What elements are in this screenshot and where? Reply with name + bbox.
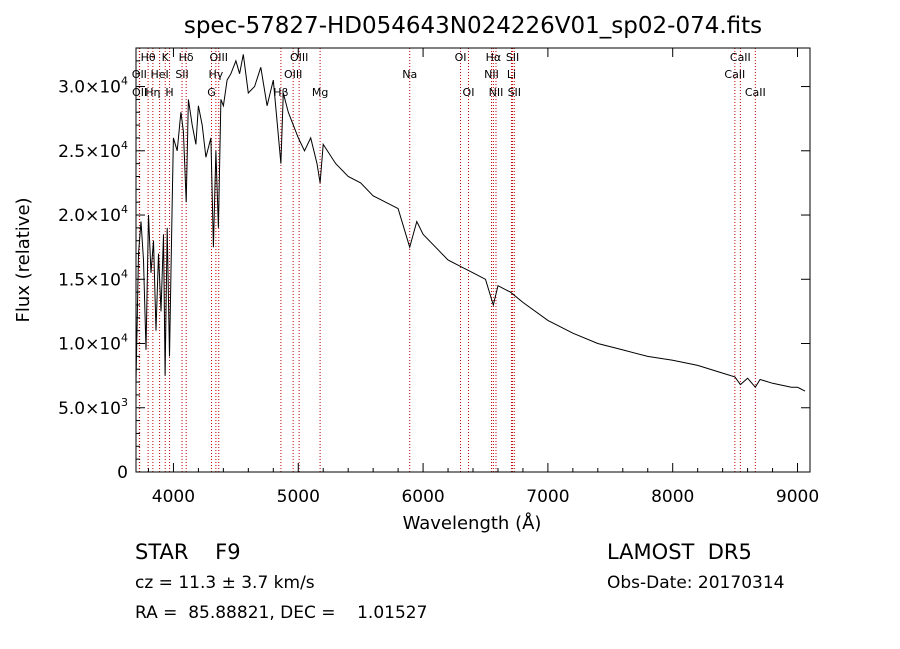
x-tick-label-5: 9000 <box>776 487 819 507</box>
object-class: STAR F9 <box>135 540 241 564</box>
line-label-13: OIII <box>284 68 302 81</box>
x-tick-label-2: 6000 <box>401 487 444 507</box>
plot-frame <box>135 47 811 473</box>
x-tick-label-4: 8000 <box>651 487 694 507</box>
y-tick-label-0: 0 <box>117 463 128 483</box>
observation-date: Obs-Date: 20170314 <box>607 573 785 593</box>
x-axis: 4000 5000 6000 7000 8000 9000 <box>147 48 819 507</box>
coordinates-info: RA = 85.88821, DEC = 1.01527 <box>135 603 428 623</box>
line-label-10: Hγ <box>208 68 223 81</box>
y-tick-label-6: 3.0×104 <box>58 75 128 98</box>
spectrum-line <box>135 54 806 392</box>
line-label-11: G <box>207 86 216 99</box>
x-tick-label-1: 5000 <box>277 487 320 507</box>
line-label-24: SII <box>508 86 521 99</box>
line-label-7: SII <box>175 68 188 81</box>
y-axis: 0 5.0×103 1.0×104 1.5×104 2.0×104 2.5×104 3.0×… <box>58 60 810 483</box>
line-label-6: H <box>165 86 173 99</box>
line-label-0: Hθ <box>141 51 156 64</box>
line-label-22: SII <box>506 51 519 64</box>
line-label-19: Hα <box>486 51 502 64</box>
x-axis-label: Wavelength (Å) <box>403 512 542 534</box>
y-tick-label-1: 5.0×103 <box>58 396 128 419</box>
y-tick-label-4: 2.0×104 <box>58 203 128 226</box>
line-label-17: OI <box>455 51 467 64</box>
line-label-23: Li <box>507 68 516 81</box>
line-label-15: Mg <box>312 86 328 99</box>
line-label-25: CaII <box>730 51 751 64</box>
line-label-5: K <box>162 51 170 64</box>
y-tick-label-3: 1.5×104 <box>58 267 128 290</box>
line-label-20: NII <box>484 68 499 81</box>
line-label-16: Na <box>402 68 417 81</box>
line-label-1: OII <box>132 68 147 81</box>
chart-title: spec-57827-HD054643N024226V01_sp02-074.f… <box>184 13 762 39</box>
y-axis-label: Flux (relative) <box>13 197 34 322</box>
line-label-4: HeI <box>150 68 168 81</box>
y-tick-label-5: 2.5×104 <box>58 139 128 162</box>
line-label-26: CaII <box>724 68 745 81</box>
line-label-12: OIII <box>290 51 308 64</box>
line-label-8: Hδ <box>179 51 194 64</box>
line-label-18: OI <box>463 86 475 99</box>
line-label-9: OIII <box>210 51 228 64</box>
x-tick-label-0: 4000 <box>152 487 195 507</box>
line-label-21: NII <box>489 86 504 99</box>
line-label-27: CaII <box>745 86 766 99</box>
y-tick-label-2: 1.0×104 <box>58 332 128 355</box>
line-label-3: Hη <box>145 86 160 99</box>
survey-name: LAMOST DR5 <box>607 540 752 564</box>
line-label-14: Hβ <box>273 86 288 99</box>
redshift-info: cz = 11.3 ± 3.7 km/s <box>135 573 315 593</box>
x-tick-label-3: 7000 <box>526 487 569 507</box>
